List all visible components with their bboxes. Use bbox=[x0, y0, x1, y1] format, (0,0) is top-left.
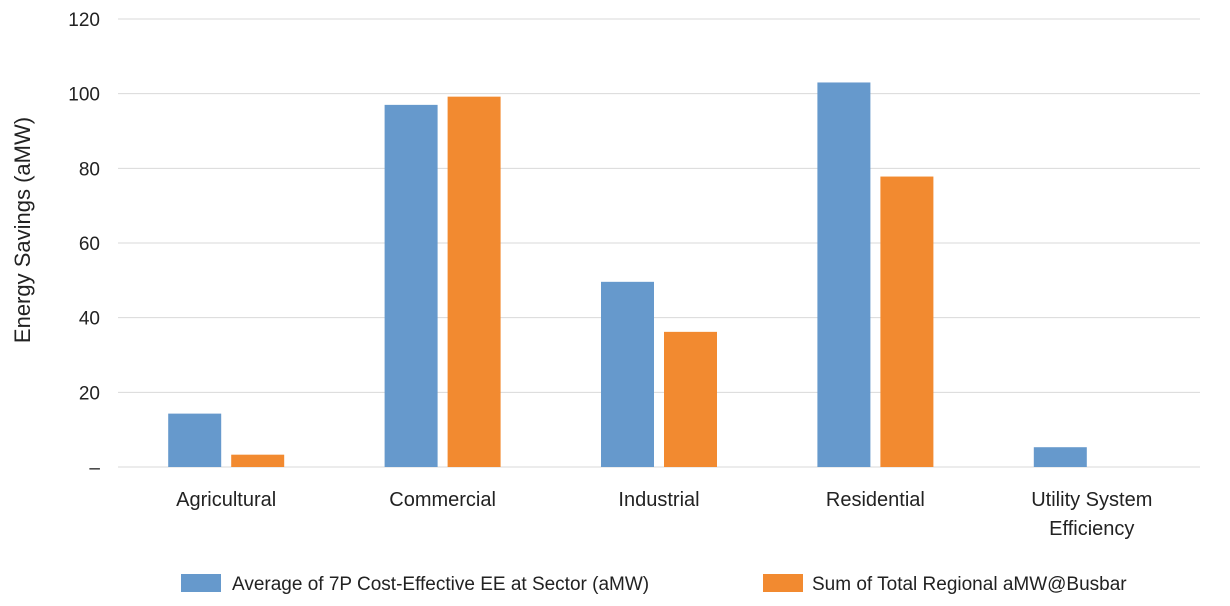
x-category-label: Commercial bbox=[389, 489, 496, 511]
bars bbox=[168, 82, 1087, 468]
legend: Average of 7P Cost-Effective EE at Secto… bbox=[181, 574, 1127, 595]
bar bbox=[664, 331, 717, 467]
x-category-label: Industrial bbox=[618, 489, 699, 511]
bar bbox=[231, 454, 285, 467]
y-tick-label: 40 bbox=[79, 309, 100, 330]
y-tick-label: – bbox=[89, 458, 100, 479]
bar bbox=[1033, 447, 1087, 467]
bar bbox=[817, 82, 871, 467]
x-category-label: Efficiency bbox=[1049, 518, 1134, 540]
y-tick-label: 80 bbox=[79, 159, 100, 180]
y-tick-label: 20 bbox=[79, 383, 100, 404]
bar bbox=[601, 281, 654, 467]
y-tick-label: 100 bbox=[68, 85, 100, 106]
y-tick-label: 60 bbox=[79, 234, 100, 255]
bar bbox=[880, 176, 934, 467]
gridlines bbox=[118, 18, 1200, 468]
y-axis-ticks: – 20 40 60 80 100 120 bbox=[68, 10, 100, 479]
y-tick-label: 120 bbox=[68, 10, 100, 31]
legend-swatch bbox=[763, 574, 803, 592]
x-category-label: Agricultural bbox=[176, 489, 276, 511]
bar bbox=[447, 96, 501, 468]
legend-label: Average of 7P Cost-Effective EE at Secto… bbox=[232, 574, 649, 595]
y-axis-label: Energy Savings (aMW) bbox=[10, 117, 35, 343]
legend-swatch bbox=[181, 574, 221, 592]
bar bbox=[384, 104, 438, 467]
legend-label: Sum of Total Regional aMW@Busbar bbox=[812, 574, 1127, 595]
x-axis-category-labels: Agricultural Commercial Industrial Resident… bbox=[176, 489, 1152, 540]
x-category-label: Residential bbox=[826, 489, 925, 511]
x-category-label: Utility System bbox=[1031, 489, 1152, 511]
bar bbox=[168, 413, 222, 467]
